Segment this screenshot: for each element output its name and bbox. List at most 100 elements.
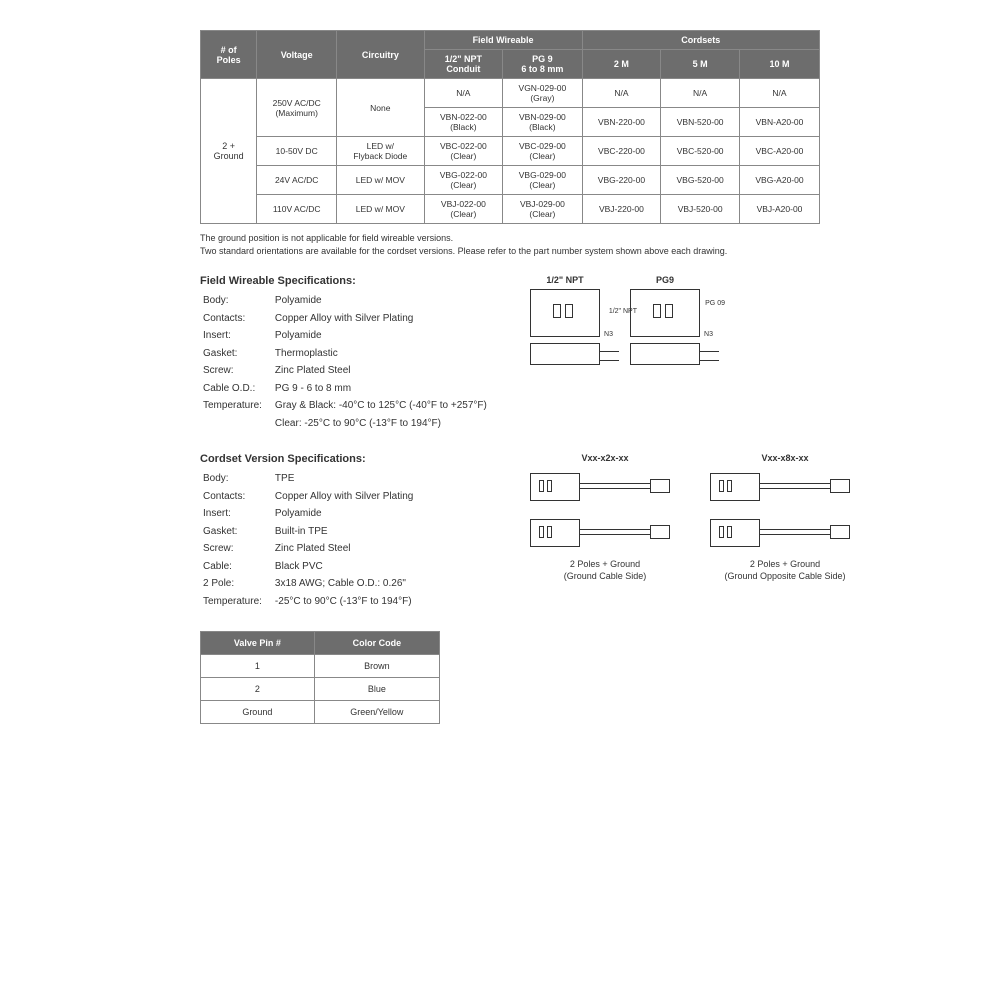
spec-value: Zinc Plated Steel <box>274 363 488 379</box>
cell: VBG-022-00 (Clear) <box>424 166 503 195</box>
cell: VGN-029-00 (Gray) <box>503 79 582 108</box>
cord-specs-table: Body:TPE Contacts:Copper Alloy with Silv… <box>200 469 416 611</box>
cell: VBN-A20-00 <box>740 108 820 137</box>
cell: LED w/ MOV <box>337 195 424 224</box>
cell-poles: 2 + Ground <box>201 79 257 224</box>
th-npt: 1/2" NPT Conduit <box>424 50 503 79</box>
cell: VBG-520-00 <box>661 166 740 195</box>
spec-value: Polyamide <box>274 506 414 522</box>
spec-value: Clear: -25°C to 90°C (-13°F to 194°F) <box>274 416 488 432</box>
cell: VBJ-022-00 (Clear) <box>424 195 503 224</box>
spec-label: Screw: <box>202 541 272 557</box>
cell: Green/Yellow <box>314 701 439 724</box>
dim-label: N3 <box>604 331 613 338</box>
th-poles: # of Poles <box>201 31 257 79</box>
spec-label: Temperature: <box>202 398 272 414</box>
spec-value: Copper Alloy with Silver Plating <box>274 311 488 327</box>
cell: N/A <box>740 79 820 108</box>
cell: VBN-029-00 (Black) <box>503 108 582 137</box>
cell: 250V AC/DC (Maximum) <box>257 79 337 137</box>
cell: 10-50V DC <box>257 137 337 166</box>
cell: N/A <box>424 79 503 108</box>
spec-label: 2 Pole: <box>202 576 272 592</box>
cell: VBN-520-00 <box>661 108 740 137</box>
table-row: GroundGreen/Yellow <box>201 701 440 724</box>
cell: VBN-220-00 <box>582 108 661 137</box>
th-voltage: Voltage <box>257 31 337 79</box>
cell: VBC-029-00 (Clear) <box>503 137 582 166</box>
table-row: 1Brown <box>201 655 440 678</box>
spec-label: Cable: <box>202 559 272 575</box>
dim-label: PG 09 <box>705 300 725 307</box>
spec-label: Gasket: <box>202 346 272 362</box>
spec-value: Polyamide <box>274 293 488 309</box>
table-row: 110V AC/DC LED w/ MOV VBJ-022-00 (Clear)… <box>201 195 820 224</box>
diagram-title: Vxx-x8x-xx <box>710 453 860 463</box>
diagram-cord-2: Vxx-x8x-xx 2 Poles + Ground (Ground Oppo… <box>710 453 860 611</box>
field-specs-table: Body:Polyamide Contacts:Copper Alloy wit… <box>200 291 490 433</box>
cell: Ground <box>201 701 315 724</box>
table-notes: The ground position is not applicable fo… <box>200 232 800 257</box>
th-fieldwireable: Field Wireable <box>424 31 582 50</box>
cell: VBJ-A20-00 <box>740 195 820 224</box>
cell: N/A <box>582 79 661 108</box>
diagram-caption: 2 Poles + Ground (Ground Opposite Cable … <box>710 559 860 582</box>
cell: VBJ-520-00 <box>661 195 740 224</box>
diagram-title: PG9 <box>630 275 700 285</box>
spec-value: Thermoplastic <box>274 346 488 362</box>
spec-label: Body: <box>202 471 272 487</box>
spec-label: Gasket: <box>202 524 272 540</box>
diagram-title: Vxx-x2x-xx <box>530 453 680 463</box>
diagram-caption: 2 Poles + Ground (Ground Cable Side) <box>530 559 680 582</box>
diagram-cord-1: Vxx-x2x-xx 2 Poles + Ground (Ground Cabl… <box>530 453 680 611</box>
spec-label: Temperature: <box>202 594 272 610</box>
th-circuitry: Circuitry <box>337 31 424 79</box>
connector-icon: PG 09 N3 <box>630 289 700 337</box>
spec-label: Contacts: <box>202 489 272 505</box>
th-cordsets: Cordsets <box>582 31 819 50</box>
spec-value: Copper Alloy with Silver Plating <box>274 489 414 505</box>
cordset-icon <box>710 467 860 507</box>
cell: VBC-520-00 <box>661 137 740 166</box>
cell: 1 <box>201 655 315 678</box>
cell: VBJ-029-00 (Clear) <box>503 195 582 224</box>
spec-label <box>202 416 272 432</box>
cordset-icon <box>710 513 860 553</box>
table-row: 2 + Ground 250V AC/DC (Maximum) None N/A… <box>201 79 820 108</box>
connector-icon <box>530 343 600 365</box>
table-row: 2Blue <box>201 678 440 701</box>
connector-icon <box>630 343 700 365</box>
cell: VBC-A20-00 <box>740 137 820 166</box>
diagram-npt: 1/2" NPT 1/2" NPT N3 <box>530 275 600 433</box>
spec-value: PG 9 - 6 to 8 mm <box>274 381 488 397</box>
cell: Blue <box>314 678 439 701</box>
th-color: Color Code <box>314 632 439 655</box>
cell: VBG-029-00 (Clear) <box>503 166 582 195</box>
cell: LED w/ MOV <box>337 166 424 195</box>
dim-label: N3 <box>704 331 713 338</box>
th-5m: 5 M <box>661 50 740 79</box>
spec-value: Zinc Plated Steel <box>274 541 414 557</box>
diagram-pg9: PG9 PG 09 N3 <box>630 275 700 433</box>
spec-label: Insert: <box>202 506 272 522</box>
table-row: 10-50V DC LED w/ Flyback Diode VBC-022-0… <box>201 137 820 166</box>
cell: 24V AC/DC <box>257 166 337 195</box>
th-pg9: PG 9 6 to 8 mm <box>503 50 582 79</box>
th-pin: Valve Pin # <box>201 632 315 655</box>
table-row: 24V AC/DC LED w/ MOV VBG-022-00 (Clear) … <box>201 166 820 195</box>
spec-value: TPE <box>274 471 414 487</box>
cordset-section: Cordset Version Specifications: Body:TPE… <box>200 453 800 611</box>
spec-value: 3x18 AWG; Cable O.D.: 0.26" <box>274 576 414 592</box>
spec-label: Contacts: <box>202 311 272 327</box>
spec-value: Built-in TPE <box>274 524 414 540</box>
cell: VBJ-220-00 <box>582 195 661 224</box>
diagram-title: 1/2" NPT <box>530 275 600 285</box>
main-product-table: # of Poles Voltage Circuitry Field Wirea… <box>200 30 820 224</box>
spec-value: -25°C to 90°C (-13°F to 194°F) <box>274 594 414 610</box>
cell: VBG-A20-00 <box>740 166 820 195</box>
cordset-icon <box>530 513 680 553</box>
cord-specs-title: Cordset Version Specifications: <box>200 453 510 465</box>
cell: None <box>337 79 424 137</box>
spec-value: Polyamide <box>274 328 488 344</box>
cell: LED w/ Flyback Diode <box>337 137 424 166</box>
